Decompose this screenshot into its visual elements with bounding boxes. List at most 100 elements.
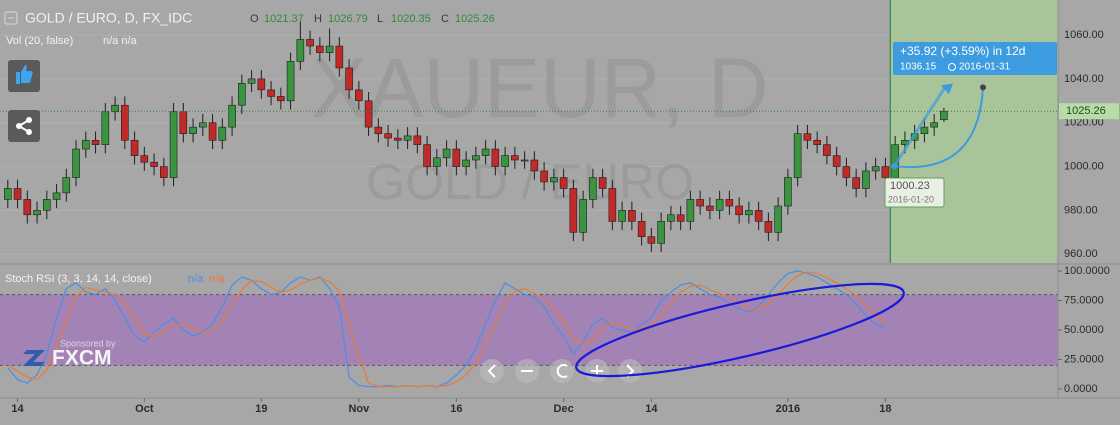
candle-body: [160, 166, 168, 178]
y-tick-label: 1040.00: [1064, 73, 1104, 85]
candle-body: [774, 205, 782, 233]
candle-body: [832, 155, 841, 167]
candle-body: [754, 210, 763, 222]
projection-arrow: [894, 87, 984, 169]
candle-body: [296, 39, 305, 62]
share-button[interactable]: [8, 110, 40, 142]
x-tick-label: 19: [255, 403, 267, 415]
reset-button[interactable]: [550, 359, 574, 383]
y-tick-label: 960.00: [1064, 248, 1098, 260]
candle-body: [286, 61, 295, 102]
projection-change: +35.92 (+3.59%) in 12d: [900, 44, 1025, 58]
candle-body: [218, 126, 227, 141]
y-tick-label: 100.0000: [1064, 265, 1110, 277]
candle-body: [150, 161, 158, 167]
candle-body: [374, 126, 383, 134]
candle-body: [335, 45, 344, 69]
candle-body: [676, 214, 685, 222]
candle-body: [62, 177, 71, 194]
candle-body: [569, 188, 578, 233]
candle-body: [43, 199, 51, 211]
candle-body: [725, 199, 734, 207]
y-tick-label: 75.0000: [1064, 294, 1104, 306]
candle-body: [121, 104, 129, 141]
ohlc-letter: O: [250, 13, 259, 25]
x-tick-label: 18: [879, 403, 891, 415]
x-tick-label: 16: [450, 403, 462, 415]
candle-body: [540, 170, 548, 183]
zoom-in-button[interactable]: [585, 359, 609, 383]
zoom-out-button[interactable]: [515, 359, 539, 383]
candle-body: [745, 210, 753, 216]
projection-end-date: 2016-01-31: [959, 62, 1011, 73]
ohlc-value: 1026.79: [328, 13, 368, 25]
candle-body: [842, 166, 851, 178]
collapse-icon[interactable]: [4, 11, 18, 25]
share-icon: [16, 123, 22, 129]
button-icon: [487, 364, 496, 378]
x-tick-label: 2016: [776, 403, 800, 415]
chart-title: GOLD / EURO, D, FX_IDC: [25, 10, 192, 26]
band: [0, 294, 1058, 366]
candle-body: [940, 110, 948, 121]
candle-body: [579, 199, 587, 233]
candle-body: [598, 177, 607, 189]
plot-layer: 960.00 980.00 1000.00 1020.00 1040.00 1060.00…: [0, 21, 1110, 415]
candle-body: [764, 221, 773, 233]
candle-body: [686, 199, 695, 222]
candle-body: [628, 210, 636, 222]
button-bg[interactable]: [618, 359, 642, 383]
x-tick-label: Nov: [348, 403, 370, 415]
sponsor-brand: FXCM: [52, 347, 112, 370]
button-icon: [556, 364, 568, 378]
candle-body: [267, 89, 275, 97]
ohlc-value: 1020.35: [391, 13, 431, 25]
candle-body: [364, 100, 373, 128]
candle-body: [608, 188, 617, 222]
ohlc-value: 1021.37: [264, 13, 304, 25]
legend-entry: n/a: [188, 273, 204, 285]
candle-body: [862, 170, 870, 189]
candle-body: [511, 155, 519, 161]
candle-body: [813, 139, 821, 145]
candle-body: [179, 111, 188, 134]
x-tick-label: Dec: [554, 403, 574, 415]
button-bg[interactable]: [480, 359, 504, 383]
button-bg[interactable]: [550, 359, 574, 383]
candle-body: [491, 148, 500, 167]
y-tick-label: 1060.00: [1064, 29, 1104, 41]
scroll-right-button[interactable]: [618, 359, 642, 383]
candle-body: [647, 236, 656, 244]
scroll-left-button[interactable]: [480, 359, 504, 383]
legend-entry: n/a: [209, 273, 225, 285]
candle-body: [82, 139, 90, 150]
candle-body: [657, 221, 665, 244]
candle-body: [423, 144, 431, 167]
candle-body: [803, 133, 812, 141]
candle-body: [696, 199, 704, 207]
share-button-bg[interactable]: [8, 110, 40, 142]
candle-body: [403, 135, 412, 141]
y-tick-label: 1000.00: [1064, 160, 1104, 172]
share-icon: [26, 129, 32, 135]
candle-body: [442, 148, 451, 159]
ohlc-value: 1025.26: [455, 13, 495, 25]
candle-body: [930, 122, 938, 128]
projection-start-date: 2016-01-20: [888, 194, 934, 204]
projection-start-box: [884, 177, 945, 208]
y-tick-label: 25.0000: [1064, 353, 1104, 365]
like-button[interactable]: [8, 60, 40, 92]
last-price-tag: [1059, 103, 1119, 120]
candle-body: [306, 39, 314, 47]
y-tick-label: 50.0000: [1064, 324, 1104, 336]
x-tick-label: 14: [11, 403, 24, 415]
candle-body: [667, 214, 675, 222]
projection-box: [893, 42, 1057, 75]
candle-body: [452, 148, 461, 167]
candle-body: [384, 133, 392, 139]
share-icon: [26, 117, 32, 123]
candle-body: [881, 166, 890, 178]
projection-arrow: [893, 86, 947, 167]
back-layer: XAUEUR, D GOLD / EURO: [0, 0, 1058, 366]
